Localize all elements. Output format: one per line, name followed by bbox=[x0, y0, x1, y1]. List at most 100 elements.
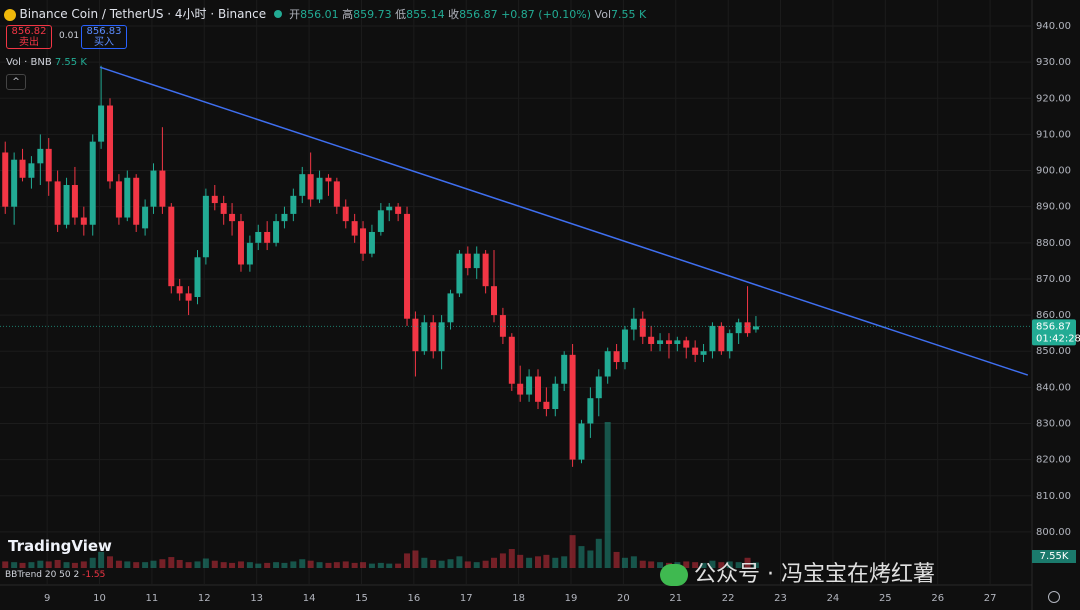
volume-bar bbox=[45, 561, 52, 568]
volume-bar bbox=[535, 556, 542, 568]
volume-bar bbox=[752, 562, 759, 568]
volume-bar bbox=[211, 560, 218, 568]
volume-bar bbox=[107, 556, 114, 568]
candle-body bbox=[98, 105, 105, 142]
volume-bar bbox=[37, 560, 44, 568]
collapse-button[interactable]: ^ bbox=[6, 74, 26, 90]
buy-button[interactable]: 856.83 买入 bbox=[81, 25, 127, 49]
candle-body bbox=[176, 286, 183, 294]
trendline bbox=[99, 66, 1029, 376]
volume-bar bbox=[115, 560, 122, 568]
candle-body bbox=[508, 336, 515, 384]
volume-bar bbox=[456, 556, 463, 568]
y-tick-label: 850.00 bbox=[1036, 346, 1071, 357]
candle-body bbox=[150, 170, 157, 207]
candle-body bbox=[159, 170, 166, 207]
volume-bar bbox=[185, 562, 192, 568]
x-tick-label: 19 bbox=[565, 593, 578, 604]
indicator-name: BBTrend 20 50 2 bbox=[5, 570, 80, 580]
volume-bar bbox=[578, 546, 585, 568]
x-tick-label: 14 bbox=[303, 593, 316, 604]
y-tick-label: 830.00 bbox=[1036, 418, 1071, 429]
candle-body bbox=[473, 253, 480, 269]
candle-body bbox=[648, 336, 655, 344]
volume-bar bbox=[709, 560, 716, 568]
volume-bar bbox=[561, 556, 568, 568]
candle-body bbox=[482, 253, 489, 287]
candle-body bbox=[237, 221, 244, 265]
volume-bar bbox=[176, 559, 183, 568]
buy-label: 买入 bbox=[94, 37, 114, 48]
candle-body bbox=[735, 322, 742, 334]
candle-body bbox=[71, 185, 78, 218]
candle-body bbox=[395, 206, 402, 214]
settings-button[interactable] bbox=[1048, 591, 1060, 603]
candle-body bbox=[194, 257, 201, 298]
candle-body bbox=[124, 177, 131, 218]
candle-body bbox=[290, 195, 297, 214]
candle-body bbox=[316, 177, 323, 200]
volume-bar bbox=[342, 561, 349, 568]
symbol[interactable]: Binance Coin / TetherUS · 4小时 · Binance bbox=[19, 7, 267, 21]
candle-body bbox=[543, 401, 550, 410]
close-value: 856.87 bbox=[459, 8, 498, 21]
x-tick-label: 25 bbox=[879, 593, 892, 604]
volume-bar bbox=[124, 561, 131, 568]
candle-body bbox=[456, 253, 463, 294]
candle-body bbox=[526, 376, 533, 395]
y-tick-label: 910.00 bbox=[1036, 129, 1071, 140]
volume-bar bbox=[80, 561, 87, 568]
open-label: 开 bbox=[289, 8, 301, 21]
vol-pane-value: 7.55 K bbox=[54, 57, 87, 68]
candle-body bbox=[89, 141, 96, 225]
volume-bar bbox=[473, 562, 480, 568]
y-tick-label: 810.00 bbox=[1036, 491, 1071, 502]
candle-body bbox=[412, 318, 419, 352]
x-tick-label: 23 bbox=[774, 593, 787, 604]
volume-bar bbox=[464, 561, 471, 568]
volume-bar bbox=[438, 560, 445, 568]
wechat-icon bbox=[660, 564, 688, 586]
candle-body bbox=[665, 340, 672, 344]
x-tick-label: 15 bbox=[355, 593, 368, 604]
y-tick-label: 940.00 bbox=[1036, 21, 1071, 32]
open-value: 856.01 bbox=[300, 8, 339, 21]
price-tag-value: 856.87 bbox=[1036, 321, 1071, 332]
vol-pane-name: Vol · BNB bbox=[6, 57, 52, 68]
volume-bar bbox=[150, 560, 157, 568]
volume-bar bbox=[482, 560, 489, 568]
volume-bar bbox=[726, 561, 733, 568]
volume-bar bbox=[543, 554, 550, 568]
candle-body bbox=[552, 383, 559, 410]
x-tick-label: 22 bbox=[722, 593, 735, 604]
volume-bar bbox=[517, 554, 524, 568]
candle-body bbox=[587, 398, 594, 424]
status-dot bbox=[273, 10, 282, 18]
y-tick-label: 800.00 bbox=[1036, 527, 1071, 538]
low-label: 低 bbox=[395, 8, 407, 21]
candle-body bbox=[490, 286, 497, 316]
volume-bar bbox=[325, 562, 332, 568]
candle-body bbox=[19, 159, 26, 178]
volume-bar bbox=[281, 562, 288, 568]
volume-bar bbox=[28, 562, 35, 568]
volume-bar bbox=[71, 562, 78, 568]
x-tick-label: 16 bbox=[407, 593, 420, 604]
candle-body bbox=[264, 231, 271, 243]
candle-body bbox=[639, 318, 646, 337]
candle-body bbox=[54, 181, 61, 225]
candle-body bbox=[351, 221, 358, 236]
volume-bar bbox=[360, 562, 367, 568]
candle-body bbox=[744, 322, 751, 334]
volume-bar bbox=[526, 557, 533, 568]
volume-bar bbox=[508, 549, 515, 568]
candle-body bbox=[299, 174, 306, 196]
candle-body bbox=[674, 340, 681, 344]
sell-button[interactable]: 856.82 卖出 bbox=[6, 25, 52, 49]
candle-body bbox=[63, 185, 70, 225]
watermark: 公众号 · 冯宝宝在烤红薯 bbox=[660, 556, 935, 588]
volume-bar bbox=[220, 562, 227, 568]
candle-body bbox=[709, 325, 716, 352]
